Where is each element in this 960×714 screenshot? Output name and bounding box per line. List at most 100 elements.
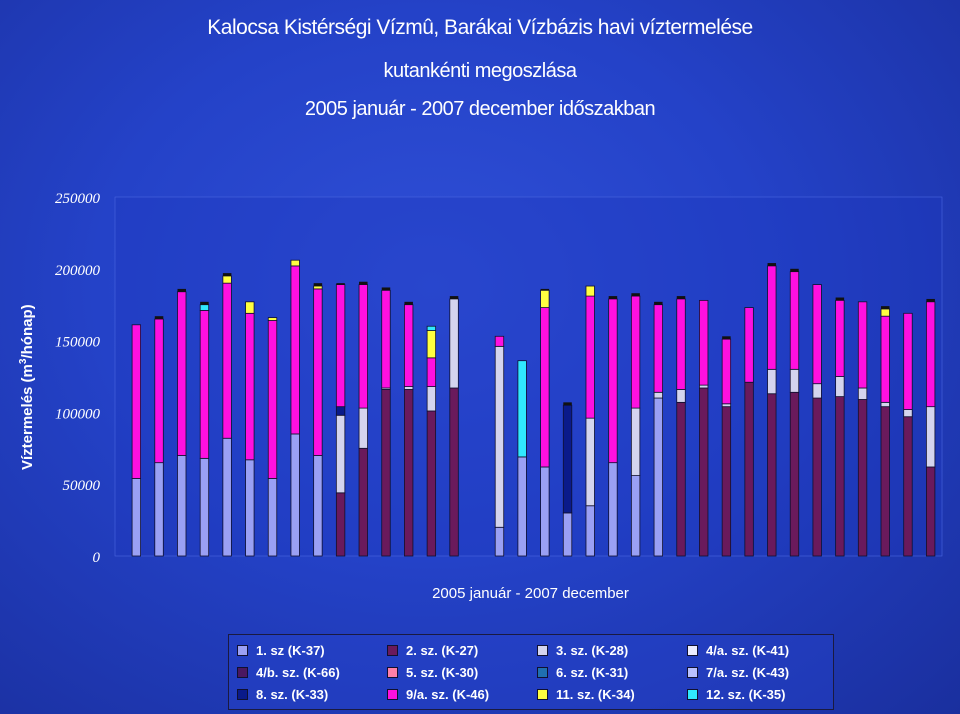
legend-item: 7/a. sz. (K-43) <box>687 661 837 683</box>
bar-segment <box>540 307 550 468</box>
legend-swatch <box>387 644 398 656</box>
bar-segment <box>313 288 323 456</box>
bar-segment <box>335 284 346 408</box>
bar-cap <box>540 288 550 291</box>
legend-swatch <box>387 666 398 678</box>
bar-segment <box>721 338 732 405</box>
bar-cap <box>336 283 345 285</box>
bar-cap <box>790 268 799 272</box>
legend-swatch <box>537 644 548 656</box>
bar-cap <box>154 316 164 320</box>
legend-swatch <box>537 666 548 678</box>
bar-segment <box>290 259 300 267</box>
legend-label: 12. sz. (K-35) <box>706 686 786 702</box>
bar-segment <box>177 455 187 557</box>
legend-swatch <box>237 666 248 678</box>
bar-segment <box>404 386 414 390</box>
bar-segment <box>767 393 777 557</box>
bar-segment <box>540 466 550 557</box>
legend-item: 9/a. sz. (K-46) <box>387 683 537 705</box>
bar-cap <box>200 301 209 305</box>
bar-segment <box>426 325 437 331</box>
bar-cap <box>631 293 640 297</box>
legend-label: 7/a. sz. (K-43) <box>706 664 790 680</box>
bar-segment <box>335 492 346 557</box>
legend-item: 1. sz (K-37) <box>237 639 387 661</box>
bar-segment <box>313 455 323 557</box>
bar-segment <box>517 456 527 557</box>
bar-cap <box>676 296 686 299</box>
legend-swatch <box>387 688 398 700</box>
bar-segment <box>699 387 709 557</box>
legend-label: 9/a. sz. (K-46) <box>406 686 490 702</box>
bar-segment <box>857 301 868 389</box>
bar-cap <box>767 263 777 266</box>
chart-title-line-1: Kalocsa Kistérségi Vízmû, Barákai Vízbáz… <box>207 16 753 39</box>
bar-segment <box>630 407 641 476</box>
bar-segment <box>358 407 368 449</box>
bar-cap <box>654 301 663 305</box>
chart-title-line-3: 2005 január - 2007 december időszakban <box>304 98 656 120</box>
bar-segment <box>653 397 663 557</box>
bar-cap <box>359 281 368 285</box>
bar-segment <box>676 389 686 403</box>
bar-segment <box>676 298 686 390</box>
bar-segment <box>562 404 573 514</box>
legend-swatch <box>237 688 248 700</box>
bar-segment <box>404 389 414 557</box>
bar-segment <box>245 459 255 557</box>
legend-swatch <box>687 688 698 700</box>
bar-segment <box>154 462 164 557</box>
bar-segment <box>812 397 822 557</box>
bar-segment <box>426 357 437 387</box>
legend-swatch <box>687 666 698 678</box>
bar-segment <box>494 345 505 528</box>
bar-segment <box>721 406 732 557</box>
bar-cap <box>222 273 232 276</box>
y-tick-label: 0 <box>93 550 101 566</box>
bar-segment <box>426 386 437 412</box>
bar-segment <box>812 383 822 399</box>
bar-segment <box>494 335 505 347</box>
y-tick-label: 200000 <box>55 263 101 279</box>
legend-item: 4/b. sz. (K-66) <box>237 661 387 683</box>
bar-cap <box>404 301 413 305</box>
bar-segment <box>585 417 595 507</box>
bar-segment <box>608 298 618 464</box>
bar-segment <box>267 320 278 479</box>
bar-segment <box>767 265 777 370</box>
legend-item: 12. sz. (K-35) <box>687 683 837 705</box>
legend-swatch <box>237 644 248 656</box>
y-tick-label: 100000 <box>55 406 101 422</box>
bar-cap <box>926 298 935 302</box>
bar-segment <box>222 275 232 284</box>
bar-cap <box>881 306 890 310</box>
bar-segment <box>222 282 232 439</box>
bar-cap <box>608 296 618 299</box>
legend-label: 11. sz. (K-34) <box>556 686 635 702</box>
legend-swatch <box>537 688 548 700</box>
legend-label: 6. sz. (K-31) <box>556 664 629 680</box>
bar-segment <box>744 307 754 383</box>
y-tick-label: 50000 <box>63 478 101 494</box>
bar-segment <box>653 304 663 393</box>
chart-title-line-2: kutankénti megoszlása <box>383 60 577 82</box>
bar-segment <box>426 330 437 359</box>
bar-segment <box>880 406 890 557</box>
bar-segment <box>789 368 800 393</box>
bar-segment <box>335 414 346 494</box>
legend-label: 4/a. sz. (K-41) <box>706 642 790 658</box>
bar-segment <box>789 271 800 370</box>
bar-segment <box>903 312 913 410</box>
bar-segment <box>562 512 573 557</box>
legend-item: 4/a. sz. (K-41) <box>687 639 837 661</box>
bar-segment <box>585 505 595 557</box>
bar-segment <box>835 376 845 398</box>
bar-segment <box>608 462 618 557</box>
bar-segment <box>857 387 868 400</box>
legend-grid: 1. sz (K-37) 2. sz. (K-27) 3. sz. (K-28) 4/… <box>229 635 833 705</box>
bar-segment <box>358 284 368 409</box>
bar-segment <box>699 384 709 389</box>
bar-segment <box>926 301 936 408</box>
